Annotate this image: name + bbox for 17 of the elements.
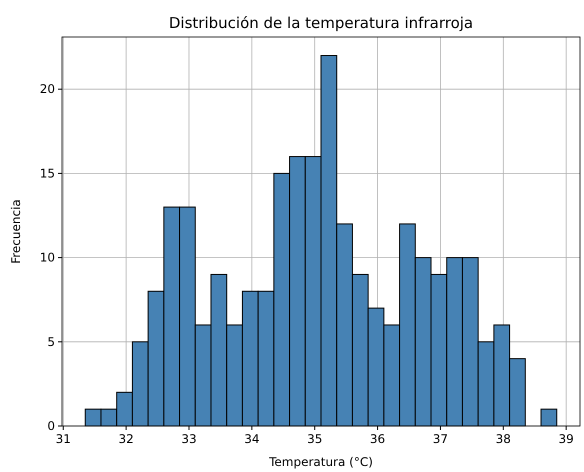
y-tick-label: 0 — [47, 419, 55, 433]
x-tick-label: 32 — [118, 432, 134, 446]
x-tick-label: 38 — [496, 432, 511, 446]
x-tick-label: 37 — [432, 432, 448, 446]
y-tick-label: 15 — [40, 166, 55, 180]
x-tick-label: 36 — [370, 432, 386, 446]
x-tick-label: 39 — [558, 432, 574, 446]
x-tick-label: 31 — [56, 432, 71, 446]
x-axis-title: Temperatura (°C) — [268, 455, 373, 469]
x-tick-label: 33 — [181, 432, 197, 446]
y-tick-label: 20 — [40, 82, 55, 96]
y-tick-label: 5 — [47, 334, 55, 349]
x-tick-label: 35 — [307, 432, 322, 446]
x-tick-label: 34 — [244, 432, 260, 446]
y-tick-label: 10 — [40, 250, 55, 265]
y-axis-title: Frecuencia — [9, 199, 23, 264]
chart-title: Distribución de la temperatura infrarroja — [168, 14, 474, 32]
